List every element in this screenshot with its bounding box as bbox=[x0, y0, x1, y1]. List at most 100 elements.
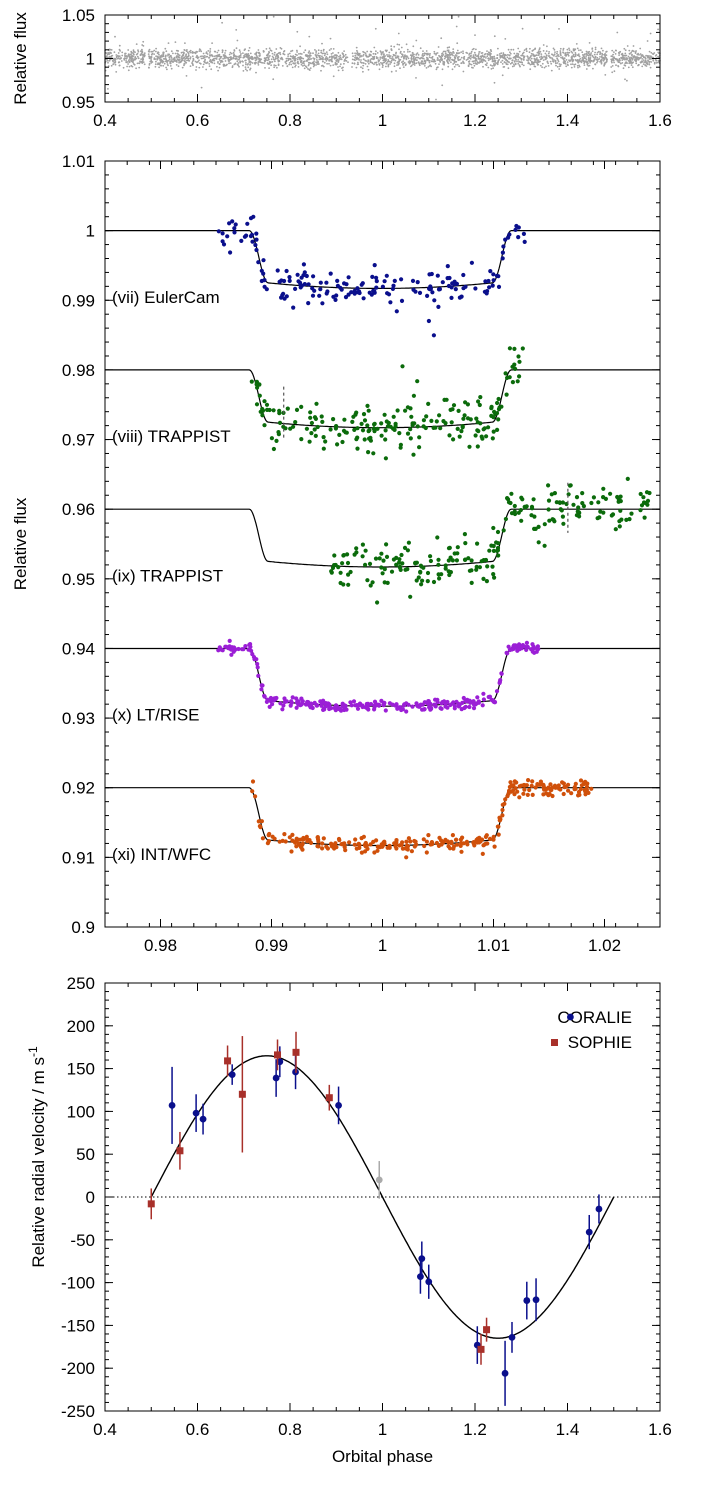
flux-point bbox=[337, 61, 340, 63]
y-tick-label: -250 bbox=[61, 1402, 95, 1421]
lightcurve-point bbox=[469, 260, 474, 265]
flux-point bbox=[645, 60, 647, 63]
lightcurve-point bbox=[526, 778, 531, 783]
flux-point bbox=[561, 57, 564, 60]
lightcurve-point bbox=[253, 794, 258, 799]
lightcurve-point bbox=[625, 476, 630, 481]
flux-point bbox=[567, 54, 570, 57]
lightcurve-point bbox=[424, 414, 429, 419]
flux-point bbox=[628, 59, 631, 61]
flux-point bbox=[228, 56, 231, 59]
flux-point bbox=[401, 53, 403, 56]
lightcurve-point bbox=[426, 318, 431, 324]
lightcurve-point bbox=[443, 563, 448, 568]
flux-point bbox=[133, 53, 135, 56]
flux-point bbox=[388, 55, 391, 58]
flux-point bbox=[183, 59, 186, 61]
flux-point bbox=[514, 63, 517, 66]
flux-point bbox=[386, 55, 389, 58]
lightcurve-point bbox=[372, 699, 378, 704]
lightcurve-point bbox=[296, 841, 301, 847]
flux-point bbox=[343, 62, 345, 65]
lightcurve-point bbox=[389, 569, 395, 574]
lightcurve-point bbox=[538, 779, 544, 784]
flux-point bbox=[466, 58, 469, 61]
lightcurve-point bbox=[532, 650, 537, 655]
lightcurve-point bbox=[299, 437, 304, 442]
flux-point bbox=[437, 46, 440, 48]
flux-point bbox=[213, 59, 216, 62]
flux-point bbox=[446, 46, 449, 49]
flux-point bbox=[184, 61, 187, 63]
flux-point bbox=[339, 54, 342, 57]
lightcurve-point bbox=[463, 284, 468, 289]
flux-point bbox=[536, 57, 538, 59]
flux-point bbox=[167, 53, 170, 56]
flux-point bbox=[452, 54, 454, 57]
flux-point bbox=[224, 60, 227, 62]
flux-point bbox=[352, 55, 354, 58]
flux-point bbox=[605, 54, 608, 56]
rv-point-square bbox=[224, 1057, 232, 1065]
flux-point bbox=[568, 47, 570, 50]
y-tick-label: 0 bbox=[86, 1188, 95, 1207]
flux-point bbox=[449, 56, 452, 59]
lightcurve-point bbox=[478, 421, 483, 426]
flux-point bbox=[220, 55, 223, 58]
flux-point bbox=[624, 78, 626, 81]
flux-point bbox=[532, 61, 535, 64]
lightcurve-point bbox=[577, 514, 582, 519]
flux-point bbox=[600, 47, 603, 50]
lightcurve-point bbox=[254, 247, 259, 253]
lightcurve-point bbox=[270, 834, 275, 839]
flux-point bbox=[378, 63, 380, 65]
flux-point bbox=[503, 61, 506, 64]
rv-point-circle bbox=[168, 1102, 176, 1109]
flux-point bbox=[408, 50, 411, 53]
flux-point bbox=[257, 61, 260, 63]
flux-point bbox=[434, 60, 437, 63]
flux-point bbox=[153, 57, 156, 60]
lightcurve-point bbox=[452, 706, 457, 711]
lightcurve-point bbox=[453, 287, 458, 292]
flux-point bbox=[189, 49, 192, 52]
flux-point bbox=[576, 54, 579, 57]
lightcurve-point bbox=[341, 704, 346, 710]
lightcurve-point bbox=[277, 420, 283, 425]
lightcurve-point bbox=[347, 840, 352, 845]
lightcurve-point bbox=[372, 421, 377, 426]
flux-point bbox=[306, 55, 309, 58]
flux-point bbox=[486, 62, 488, 64]
flux-point bbox=[161, 54, 163, 57]
lightcurve-point bbox=[300, 841, 305, 846]
flux-point bbox=[230, 58, 233, 61]
flux-point bbox=[465, 59, 468, 61]
flux-point bbox=[606, 58, 608, 61]
lightcurve-point bbox=[445, 705, 450, 710]
flux-point bbox=[170, 56, 173, 59]
flux-point bbox=[589, 59, 591, 61]
flux-point bbox=[121, 54, 124, 57]
flux-point bbox=[385, 65, 387, 68]
lightcurve-point bbox=[371, 451, 376, 456]
lightcurve-point bbox=[284, 268, 289, 274]
lightcurve-point bbox=[352, 842, 357, 847]
lightcurve-point bbox=[381, 840, 386, 845]
flux-point bbox=[143, 55, 146, 58]
lightcurve-point bbox=[574, 495, 580, 500]
flux-point bbox=[584, 60, 587, 63]
lightcurve-point bbox=[647, 490, 652, 496]
lightcurve-point bbox=[487, 548, 492, 553]
lightcurve-point bbox=[255, 385, 260, 390]
flux-point bbox=[543, 66, 546, 69]
flux-point bbox=[507, 48, 510, 51]
flux-point bbox=[602, 49, 604, 52]
flux-point bbox=[473, 51, 476, 54]
flux-point bbox=[359, 61, 362, 63]
flux-point bbox=[397, 32, 400, 35]
flux-point bbox=[279, 53, 282, 56]
flux-point bbox=[427, 52, 429, 55]
flux-point bbox=[275, 54, 278, 56]
flux-point bbox=[148, 62, 151, 65]
lightcurve-point bbox=[232, 645, 237, 651]
